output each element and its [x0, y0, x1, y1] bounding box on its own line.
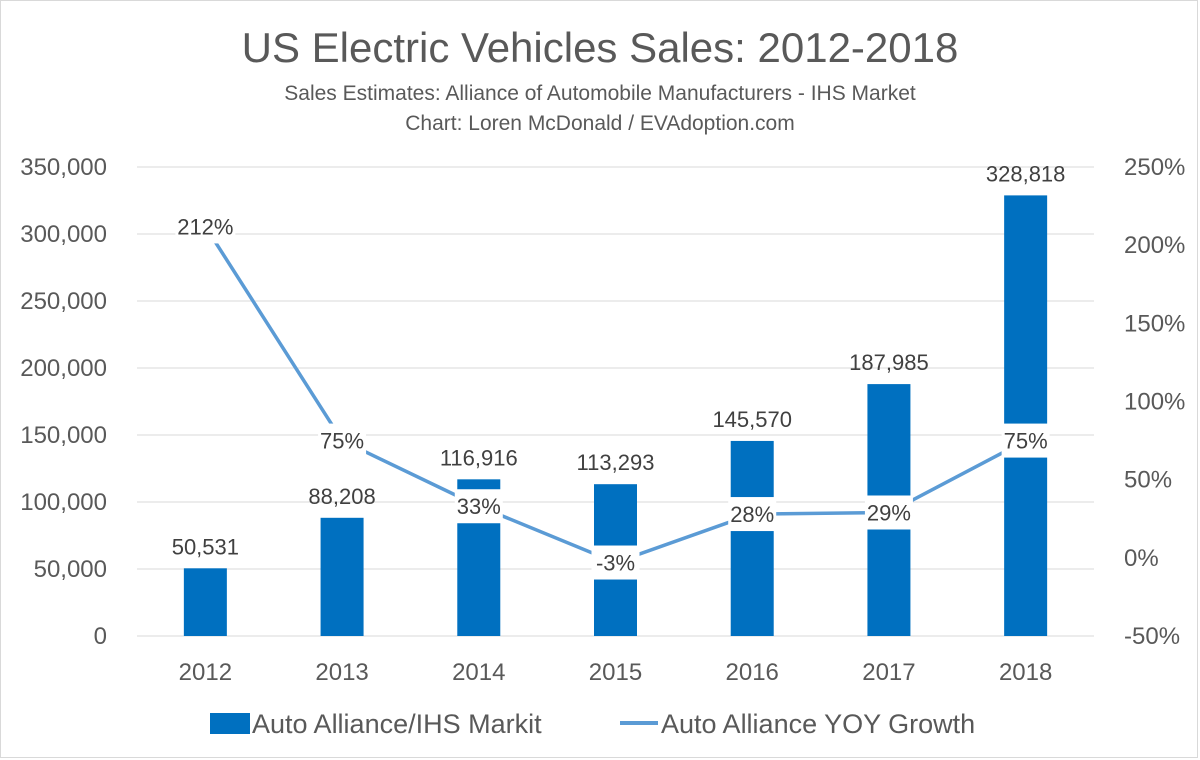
growth-label-bg [175, 209, 236, 244]
x-tick-label: 2013 [315, 659, 368, 686]
x-tick-label: 2016 [726, 659, 779, 686]
bar-value-label: 145,570 [712, 407, 792, 432]
growth-value-label: 33% [457, 494, 501, 519]
chart-subtitle: Chart: Loren McDonald / EVAdoption.com [405, 112, 794, 135]
growth-value-label: 29% [867, 500, 911, 525]
y-left-tick-label: 300,000 [20, 221, 107, 248]
y-left-tick-label: 50,000 [34, 556, 107, 583]
legend-label-bar: Auto Alliance/IHS Markit [252, 709, 542, 739]
bar-value-label: 116,916 [440, 445, 518, 470]
growth-label-bg [864, 495, 913, 530]
y-left-tick-label: 350,000 [20, 154, 107, 181]
bar [1004, 195, 1048, 636]
x-tick-label: 2018 [999, 659, 1052, 686]
growth-label-bg [318, 423, 367, 458]
y-right-tick-label: 150% [1124, 310, 1185, 337]
x-tick-label: 2017 [862, 659, 915, 686]
bar-value-label: 113,293 [577, 450, 655, 475]
bar-value-label: 187,985 [849, 350, 929, 375]
y-right-tick-label: 200% [1124, 232, 1185, 259]
x-tick-label: 2012 [179, 659, 232, 686]
y-right-tick-label: -50% [1124, 623, 1180, 650]
growth-value-label: 75% [320, 429, 364, 454]
legend-label-line: Auto Alliance YOY Growth [661, 709, 975, 739]
bar-value-label: 328,818 [986, 161, 1066, 186]
growth-value-label: -3% [596, 551, 635, 576]
growth-value-label: 212% [177, 214, 233, 239]
growth-value-label: 75% [1004, 429, 1048, 454]
x-tick-label: 2015 [589, 659, 642, 686]
growth-label-bg [591, 545, 640, 580]
growth-value-label: 28% [730, 502, 774, 527]
y-right-tick-label: 0% [1124, 545, 1159, 572]
y-left-tick-label: 200,000 [20, 355, 107, 382]
y-right-tick-label: 100% [1124, 389, 1185, 416]
growth-label-bg [728, 497, 777, 532]
y-left-tick-label: 0 [94, 623, 107, 650]
bar-value-label: 50,531 [172, 534, 239, 559]
y-right-tick-label: 50% [1124, 467, 1172, 494]
y-left-tick-label: 250,000 [20, 288, 107, 315]
bar-value-label: 88,208 [308, 484, 375, 509]
chart-title: US Electric Vehicles Sales: 2012-2018 [242, 24, 959, 71]
x-tick-label: 2014 [452, 659, 505, 686]
bar [320, 517, 364, 636]
y-right-tick-label: 250% [1124, 154, 1185, 181]
legend-swatch-bar [210, 713, 250, 734]
growth-label-bg [454, 489, 503, 524]
y-left-tick-label: 150,000 [20, 422, 107, 449]
bar [183, 568, 227, 636]
growth-label-bg [1001, 423, 1050, 458]
bar [730, 440, 774, 636]
y-left-tick-label: 100,000 [20, 489, 107, 516]
chart-subtitle: Sales Estimates: Alliance of Automobile … [284, 82, 916, 105]
